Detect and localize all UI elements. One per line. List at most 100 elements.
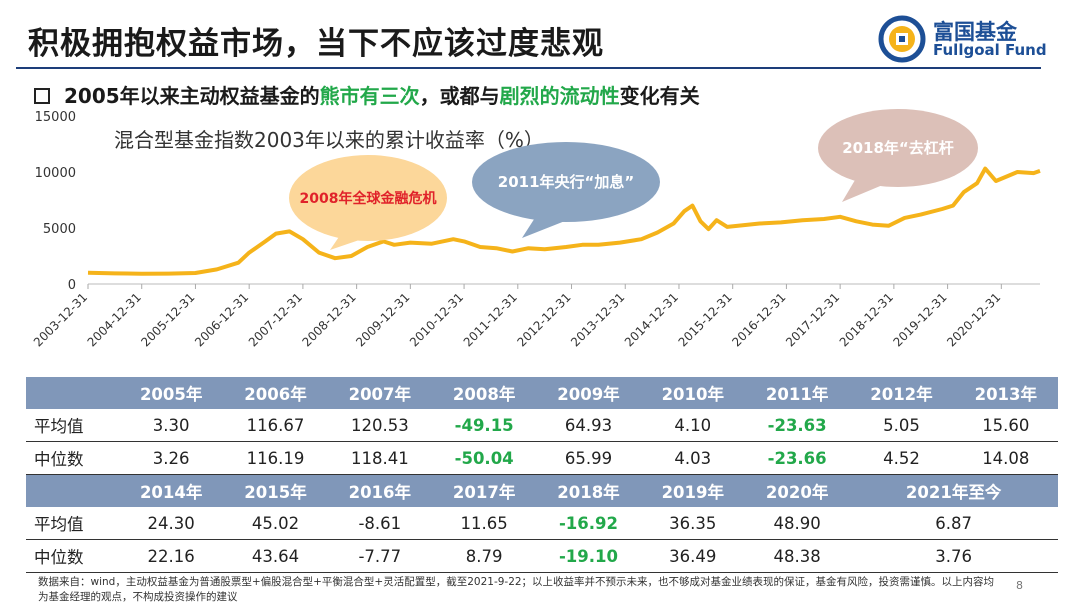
x-tick-label: 2015-12-31 — [676, 290, 735, 349]
table-cell: 5.05 — [849, 409, 954, 442]
table-row-label: 中位数 — [26, 539, 119, 573]
table-year-header: 2021年至今 — [849, 474, 1058, 507]
table-cell: 3.26 — [119, 441, 224, 475]
x-tick-label: 2018-12-31 — [837, 290, 896, 349]
table-cell: -23.63 — [744, 409, 850, 442]
table-year-header: 2020年 — [744, 474, 850, 507]
table-cell: 4.10 — [640, 409, 745, 442]
y-tick-label: 5000 — [43, 222, 76, 237]
table-year-header: 2010年 — [640, 377, 745, 409]
table-header-row-1: 2005年 2006年 2007年 2008年 2009年 2010年 2011年 2012年… — [26, 377, 1058, 409]
table-header-row-2: 2014年 2015年 2016年 2017年 2018年 2019年 2020年 2021年… — [26, 474, 1058, 507]
table-row-label: 中位数 — [26, 441, 119, 475]
table-cell: 14.08 — [953, 441, 1058, 475]
table-row-median-2: 中位数 22.16 43.64 -7.77 8.79 -19.10 36.49 48.38 3.… — [26, 539, 1058, 573]
table-cell: 116.67 — [223, 409, 328, 442]
table-cell: 15.60 — [953, 409, 1058, 442]
x-tick-label: 2011-12-31 — [461, 290, 520, 349]
company-logo: 富国基金 Fullgoal Fund — [877, 14, 1067, 64]
table-year-header: 2015年 — [223, 474, 328, 507]
table-year-header: 2019年 — [640, 474, 745, 507]
table-row-median-1: 中位数 3.26 116.19 118.41 -50.04 65.99 4.03 -23.66… — [26, 441, 1058, 475]
table-corner-cell — [26, 474, 119, 507]
table-year-header: 2006年 — [223, 377, 328, 409]
table-cell: 48.90 — [744, 507, 850, 540]
table-cell: 48.38 — [744, 539, 850, 573]
logo-name-en: Fullgoal Fund — [933, 41, 1047, 59]
subtitle-highlight-liquidity: 剧烈的流动性 — [499, 84, 620, 108]
table-row-label: 平均值 — [26, 507, 119, 540]
logo-name-cn: 富国基金 — [933, 20, 1017, 44]
x-tick-label: 2003-12-31 — [31, 290, 90, 349]
table-cell: 4.52 — [849, 441, 954, 475]
cumulative-return-chart: 0 5000 10000 15000 2003-12-312004-12-312005-… — [31, 109, 1041, 349]
table-cell: 4.03 — [640, 441, 745, 475]
x-tick-label: 2017-12-31 — [783, 290, 842, 349]
table-cell: 6.87 — [849, 507, 1058, 540]
table-row-average-1: 平均值 3.30 116.67 120.53 -49.15 64.93 4.10 -23.63… — [26, 409, 1058, 442]
annotation-2008-crisis-bubble — [289, 155, 447, 241]
annotation-2018-deleverage-label: 2018年“去杠杆 — [842, 139, 954, 157]
table-year-header: 2007年 — [327, 377, 432, 409]
table-cell: 22.16 — [119, 539, 224, 573]
annotation-2011-rate-hike-label: 2011年央行“加息” — [498, 173, 634, 191]
y-tick-label: 15000 — [35, 110, 76, 125]
table-cell: -19.10 — [536, 539, 641, 573]
x-tick-label: 2013-12-31 — [568, 290, 627, 349]
subtitle-highlight-bear: 熊市有三次 — [319, 84, 420, 108]
section-subtitle: 2005年以来主动权益基金的熊市有三次，或都与剧烈的流动性变化有关 — [34, 80, 700, 109]
table-year-header: 2009年 — [536, 377, 641, 409]
subtitle-part5: 变化有关 — [619, 84, 700, 108]
x-tick-label: 2010-12-31 — [407, 290, 466, 349]
page-title: 积极拥抱权益市场，当下不应该过度悲观 — [28, 26, 604, 62]
table-row-average-2: 平均值 24.30 45.02 -8.61 11.65 -16.92 36.35 48.90 6… — [26, 507, 1058, 540]
x-tick-label: 2012-12-31 — [514, 290, 573, 349]
x-tick-label: 2007-12-31 — [246, 290, 305, 349]
table-year-header: 2012年 — [849, 377, 954, 409]
table-year-header: 2013年 — [953, 377, 1058, 409]
table-cell: -23.66 — [744, 441, 850, 475]
table-cell: 36.49 — [640, 539, 745, 573]
x-tick-label: 2009-12-31 — [353, 290, 412, 349]
table-cell: 8.79 — [431, 539, 537, 573]
y-tick-label: 0 — [68, 278, 76, 293]
x-tick-label: 2006-12-31 — [192, 290, 251, 349]
table-cell: -8.61 — [327, 507, 432, 540]
annual-return-table: 2005年 2006年 2007年 2008年 2009年 2010年 2011年 2012年… — [26, 377, 1058, 573]
annotation-2008-crisis-label: 2008年全球金融危机 — [300, 190, 437, 207]
subtitle-part3: ，或都与 — [419, 84, 500, 108]
chart-title: 混合型基金指数2003年以来的累计收益率（%） — [114, 128, 544, 152]
table-cell: 36.35 — [640, 507, 745, 540]
table-cell: 43.64 — [223, 539, 328, 573]
table-cell: 65.99 — [536, 441, 641, 475]
table-cell: 3.30 — [119, 409, 224, 442]
table-year-header: 2014年 — [119, 474, 224, 507]
bullet-square-icon — [34, 87, 50, 104]
footnote-disclaimer: 数据来自：wind，主动权益基金为普通股票型+偏股混合型+平衡混合型+灵活配置型… — [38, 576, 995, 603]
table-cell: 118.41 — [327, 441, 432, 475]
fullgoal-logo-icon — [878, 15, 926, 63]
table-year-header: 2011年 — [744, 377, 850, 409]
x-tick-label: 2008-12-31 — [300, 290, 359, 349]
x-tick-label: 2005-12-31 — [138, 290, 197, 349]
annotation-2011-rate-hike-bubble — [472, 142, 660, 222]
table-cell: -7.77 — [327, 539, 432, 573]
table-cell: 3.76 — [849, 539, 1058, 573]
subtitle-part1: 2005年以来主动权益基金的 — [64, 84, 320, 108]
x-tick-label: 2019-12-31 — [890, 290, 949, 349]
table-year-header: 2005年 — [119, 377, 224, 409]
table-cell: 11.65 — [431, 507, 537, 540]
table-cell: 120.53 — [327, 409, 432, 442]
table-cell: 45.02 — [223, 507, 328, 540]
table-year-header: 2016年 — [327, 474, 432, 507]
x-tick-label: 2004-12-31 — [85, 290, 144, 349]
y-tick-label: 10000 — [35, 166, 76, 181]
x-tick-label: 2020-12-31 — [944, 290, 1003, 349]
table-cell: -16.92 — [536, 507, 641, 540]
table-row-label: 平均值 — [26, 409, 119, 442]
series-line — [87, 166, 1041, 276]
table-cell: 24.30 — [119, 507, 224, 540]
annotation-2018-deleverage-bubble — [818, 109, 978, 187]
x-tick-label: 2014-12-31 — [622, 290, 681, 349]
table-cell: -50.04 — [431, 441, 537, 475]
